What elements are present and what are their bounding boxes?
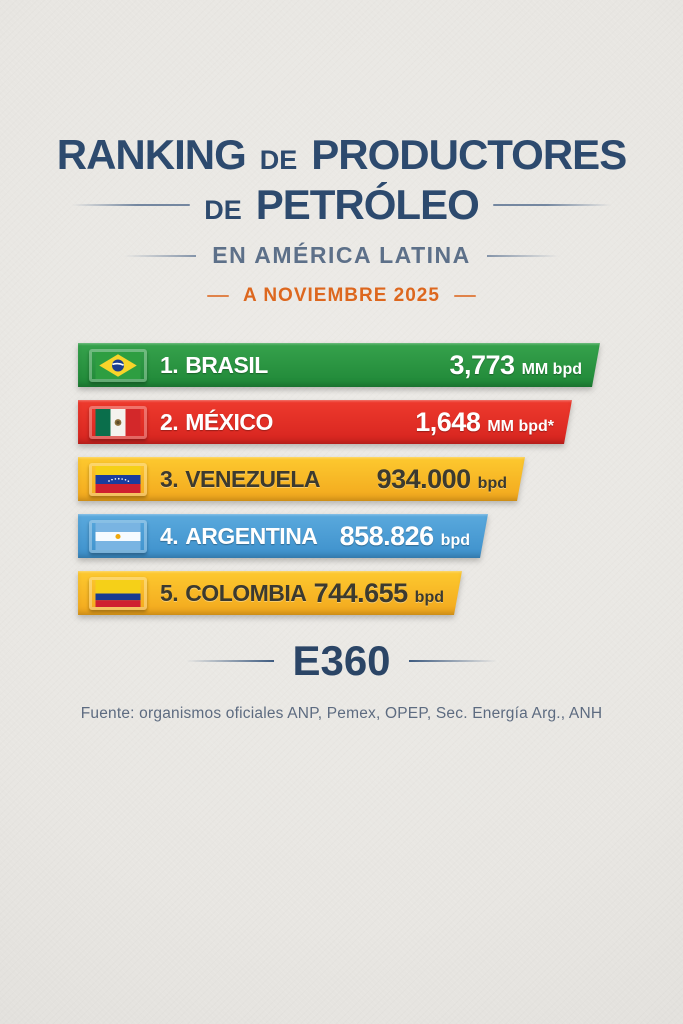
bar-value: 858.826 bpd — [340, 521, 488, 552]
subtitle-rule-right — [486, 254, 559, 257]
logo-row: E360 — [0, 637, 683, 685]
subtitle-rule-left — [124, 254, 197, 257]
bar-country: VENEZUELA — [185, 465, 320, 492]
title-rule-left — [72, 204, 191, 206]
brazil-flag-icon — [89, 349, 147, 382]
bar-venezuela: 3. VENEZUELA 934.000 bpd — [78, 457, 525, 501]
bar-rank: 3. — [160, 465, 179, 492]
bar-value-unit: bpd — [440, 531, 470, 549]
title-line-1: RANKING DE PRODUCTORES — [0, 130, 683, 180]
ranking-bar-brasil: 1. BRASIL 3,773 MM bpd — [78, 343, 600, 387]
bar-label: 1. BRASIL — [160, 352, 268, 379]
ranking-bar-argentina: 4. ARGENTINA 858.826 bpd — [78, 514, 488, 558]
bar-value-number: 858.826 — [339, 520, 434, 551]
colombia-flag-icon — [89, 577, 147, 610]
bar-label: 4. ARGENTINA — [160, 523, 317, 550]
bar-value-number: 934.000 — [376, 463, 471, 494]
bar-rank: 2. — [160, 408, 179, 435]
bar-label: 2. MÉXICO — [160, 409, 273, 436]
title-line-2: DE PETRÓLEO — [0, 180, 683, 230]
bar-brasil: 1. BRASIL 3,773 MM bpd — [78, 343, 600, 387]
argentina-flag-icon — [89, 520, 147, 553]
ranking-bars: 1. BRASIL 3,773 MM bpd 2. MÉXICO 1,648 MM bp… — [78, 343, 683, 628]
date-dash-left — [207, 295, 230, 297]
bar-country: ARGENTINA — [185, 522, 318, 549]
title-word: PETRÓLEO — [255, 181, 480, 228]
bar-value-number: 1,648 — [415, 406, 481, 437]
ranking-bar-venezuela: 3. VENEZUELA 934.000 bpd — [78, 457, 525, 501]
date-dash-right — [453, 295, 476, 297]
title-word: RANKING — [56, 131, 247, 178]
mexico-flag-icon — [89, 406, 147, 439]
venezuela-flag-icon — [89, 463, 147, 496]
bar-value-unit: bpd — [414, 588, 444, 606]
ranking-bar-mexico: 2. MÉXICO 1,648 MM bpd* — [78, 400, 572, 444]
bar-value-unit: bpd — [477, 474, 507, 492]
bar-value-number: 744.655 — [313, 577, 408, 608]
bar-value-unit: MM bpd — [521, 360, 582, 378]
bar-label: 3. VENEZUELA — [160, 466, 320, 493]
bar-country: COLOMBIA — [185, 579, 307, 606]
subtitle: EN AMÉRICA LATINA — [212, 242, 471, 268]
logo-rule-right — [408, 660, 497, 662]
source-line: Fuente: organismos oficiales ANP, Pemex,… — [80, 705, 603, 722]
bar-value: 3,773 MM bpd — [450, 350, 601, 381]
bar-value: 934.000 bpd — [377, 464, 525, 495]
bar-rank: 5. — [160, 579, 179, 606]
bar-colombia: 5. COLOMBIA 744.655 bpd — [78, 571, 462, 615]
subtitle-row: EN AMÉRICA LATINA — [0, 242, 683, 269]
bar-value-unit: MM bpd* — [487, 417, 554, 435]
bar-mexico: 2. MÉXICO 1,648 MM bpd* — [78, 400, 572, 444]
title-word-de: DE — [204, 194, 242, 225]
bar-label: 5. COLOMBIA — [160, 580, 306, 607]
date-label: A NOVIEMBRE 2025 — [243, 285, 440, 306]
bar-rank: 1. — [160, 351, 179, 378]
bar-country: BRASIL — [185, 351, 268, 378]
bar-value: 1,648 MM bpd* — [415, 407, 572, 438]
header: RANKING DE PRODUCTORES DE PETRÓLEO EN AM… — [0, 130, 683, 307]
bar-value: 744.655 bpd — [314, 578, 462, 609]
title-word: PRODUCTORES — [311, 131, 627, 178]
title-word-de: DE — [259, 144, 298, 175]
bar-value-number: 3,773 — [449, 349, 515, 380]
bar-country: MÉXICO — [185, 408, 273, 435]
ranking-bar-colombia: 5. COLOMBIA 744.655 bpd — [78, 571, 462, 615]
e360-logo: E360 — [292, 637, 391, 684]
bar-rank: 4. — [160, 522, 179, 549]
logo-rule-left — [186, 660, 275, 662]
title-rule-right — [492, 204, 611, 206]
bar-argentina: 4. ARGENTINA 858.826 bpd — [78, 514, 488, 558]
date-row: A NOVIEMBRE 2025 — [0, 285, 683, 307]
